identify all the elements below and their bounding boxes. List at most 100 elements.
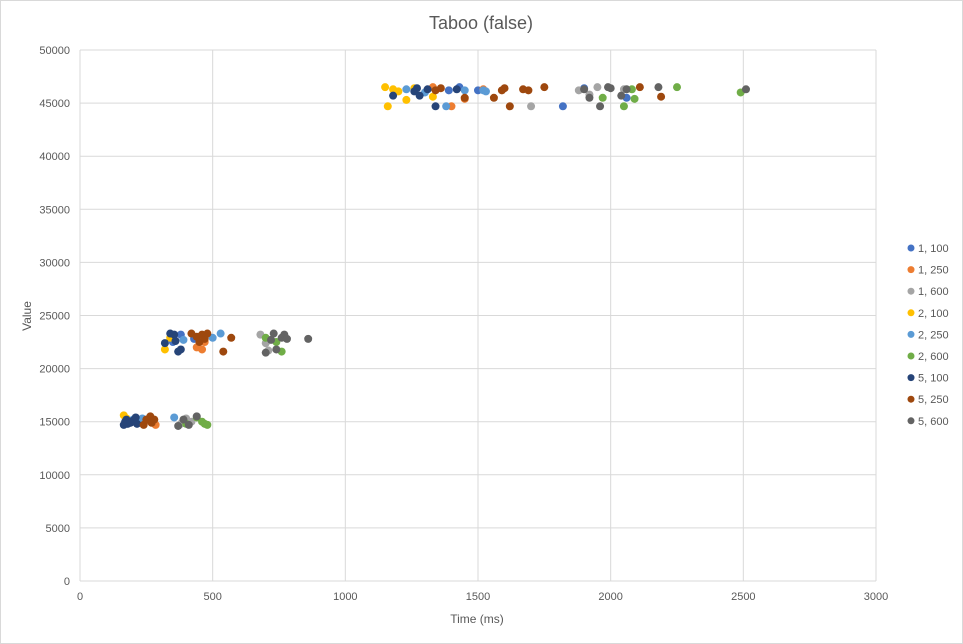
y-tick-label: 50000 [39,45,70,57]
x-tick-label: 500 [203,591,221,603]
data-point [383,102,392,111]
legend-item: 2, 100 [907,308,949,320]
data-point [267,335,276,344]
data-point [619,102,628,111]
legend-item: 1, 600 [907,286,949,298]
y-tick-label: 45000 [39,98,70,110]
data-point [606,84,615,93]
data-point [170,330,179,339]
series-2-600 [182,83,745,429]
series-5-250 [139,83,666,429]
data-point [585,93,594,102]
data-point [227,333,236,342]
legend-marker [907,244,915,252]
x-tick-label: 0 [77,591,83,603]
data-point [481,87,490,96]
y-tick-label: 5000 [46,523,70,535]
y-tick-label: 15000 [39,417,70,429]
data-point [596,102,605,111]
data-point [423,85,432,94]
y-tick-label: 40000 [39,151,70,163]
y-tick-label: 10000 [39,470,70,482]
legend-item: 1, 100 [907,243,949,255]
legend-label: 2, 250 [918,329,949,341]
legend-label: 5, 600 [918,416,949,428]
data-point [192,412,201,421]
data-point [174,421,183,430]
y-tick-label: 25000 [39,311,70,323]
data-point [176,345,185,354]
data-point [524,86,533,95]
legend-marker [907,330,915,338]
data-point [630,94,639,103]
legend-label: 2, 100 [918,308,949,320]
series-1-250 [144,83,488,429]
series-2-100 [119,83,437,427]
data-point [261,348,270,357]
data-point [150,415,159,424]
x-tick-label: 1500 [466,591,490,603]
data-point [673,83,681,92]
legend-item: 2, 250 [907,329,949,341]
data-point [654,83,663,92]
legend-marker [907,266,915,274]
legend-label: 5, 250 [918,394,949,406]
data-point [203,420,212,429]
data-point [657,92,666,101]
series-2-250 [129,85,490,425]
data-point [381,83,390,92]
chart-title: Taboo (false) [429,13,533,33]
data-point [171,336,180,345]
data-point [198,345,207,354]
data-point [269,329,278,338]
data-point [442,102,451,111]
x-tick-label: 2000 [598,591,622,603]
data-points [119,83,750,430]
data-point [593,83,602,92]
data-point [216,329,225,338]
data-point [402,85,411,94]
data-point [598,93,607,102]
data-point [489,93,498,102]
series-1-600 [176,83,628,428]
data-point [580,85,589,94]
data-point [415,91,424,100]
legend-marker [907,417,915,425]
x-tick-label: 1000 [333,591,357,603]
series-1-100 [126,83,631,427]
data-point [741,85,750,94]
data-point [131,413,140,422]
y-tick-label: 35000 [39,204,70,216]
legend-marker [907,287,915,295]
x-axis-title: Time (ms) [450,612,504,626]
data-point [558,102,567,111]
data-point [505,102,514,111]
y-tick-label: 20000 [39,364,70,376]
legend-marker [907,374,915,382]
data-point [179,415,188,424]
data-point [617,91,626,100]
data-point [304,334,313,343]
legend-marker [907,352,915,360]
data-point [428,92,437,101]
data-point [389,91,398,100]
data-point [272,345,281,354]
grid-lines [79,49,877,582]
data-point [412,84,421,93]
legend-label: 5, 100 [918,373,949,385]
legend-label: 1, 250 [918,265,949,277]
data-point [635,83,644,92]
data-point [452,85,461,94]
data-point [622,85,631,94]
data-point [179,335,188,344]
data-point [444,86,453,95]
x-tick-label: 2500 [731,591,755,603]
x-tick-label: 3000 [864,591,888,603]
data-point [500,84,509,93]
data-point [460,86,469,95]
data-point [402,95,411,104]
data-point [540,83,549,92]
data-point [460,93,469,102]
